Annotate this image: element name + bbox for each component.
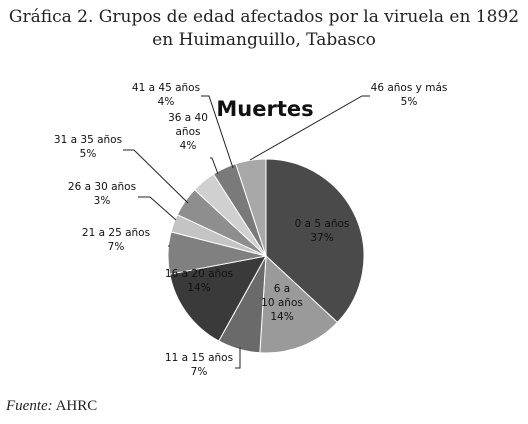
leader-line <box>138 196 177 221</box>
pie-slice <box>169 255 267 342</box>
slice-label: 36 a 40 años 4% <box>168 112 208 152</box>
slice-label: 31 a 35 años 5% <box>54 134 122 160</box>
slice-label: 6 a 10 años 14% <box>261 283 303 323</box>
pie-slices <box>167 158 365 354</box>
pie-slice <box>259 254 339 354</box>
chart-title-line-2: en Huimanguillo, Tabasco <box>152 30 376 50</box>
slice-label: 46 años y más 5% <box>371 82 448 108</box>
leader-line <box>201 95 234 169</box>
leader-line <box>210 157 219 175</box>
slice-label: 41 a 45 años 4% <box>132 82 200 108</box>
slice-label: 11 a 15 años 7% <box>165 352 233 378</box>
slice-label: 26 a 30 años 3% <box>68 181 136 207</box>
chart-title-line-1: Gráfica 2. Grupos de edad afectados por … <box>8 7 520 27</box>
leader-line <box>235 347 241 369</box>
slice-label: 16 a 20 años 14% <box>165 268 233 294</box>
leader-line <box>123 149 189 204</box>
slice-label: 21 a 25 años 7% <box>82 227 150 253</box>
pie-slice <box>265 158 365 324</box>
chart-title-block: Gráfica 2. Grupos de edad afectados por … <box>0 6 528 52</box>
pie-leader-lines <box>123 95 370 369</box>
source-note: Fuente: AHRC <box>6 398 97 415</box>
pie-title: Muertes <box>216 97 313 121</box>
source-value: AHRC <box>55 398 98 414</box>
pie-labels: 0 a 5 años 37% 6 a 10 años 14% 11 a 15 años 7%… <box>54 82 447 378</box>
pie-slice <box>235 158 267 257</box>
leader-line <box>249 95 370 161</box>
source-label: Fuente: <box>6 398 53 414</box>
slice-label: 0 a 5 años 37% <box>295 218 350 244</box>
